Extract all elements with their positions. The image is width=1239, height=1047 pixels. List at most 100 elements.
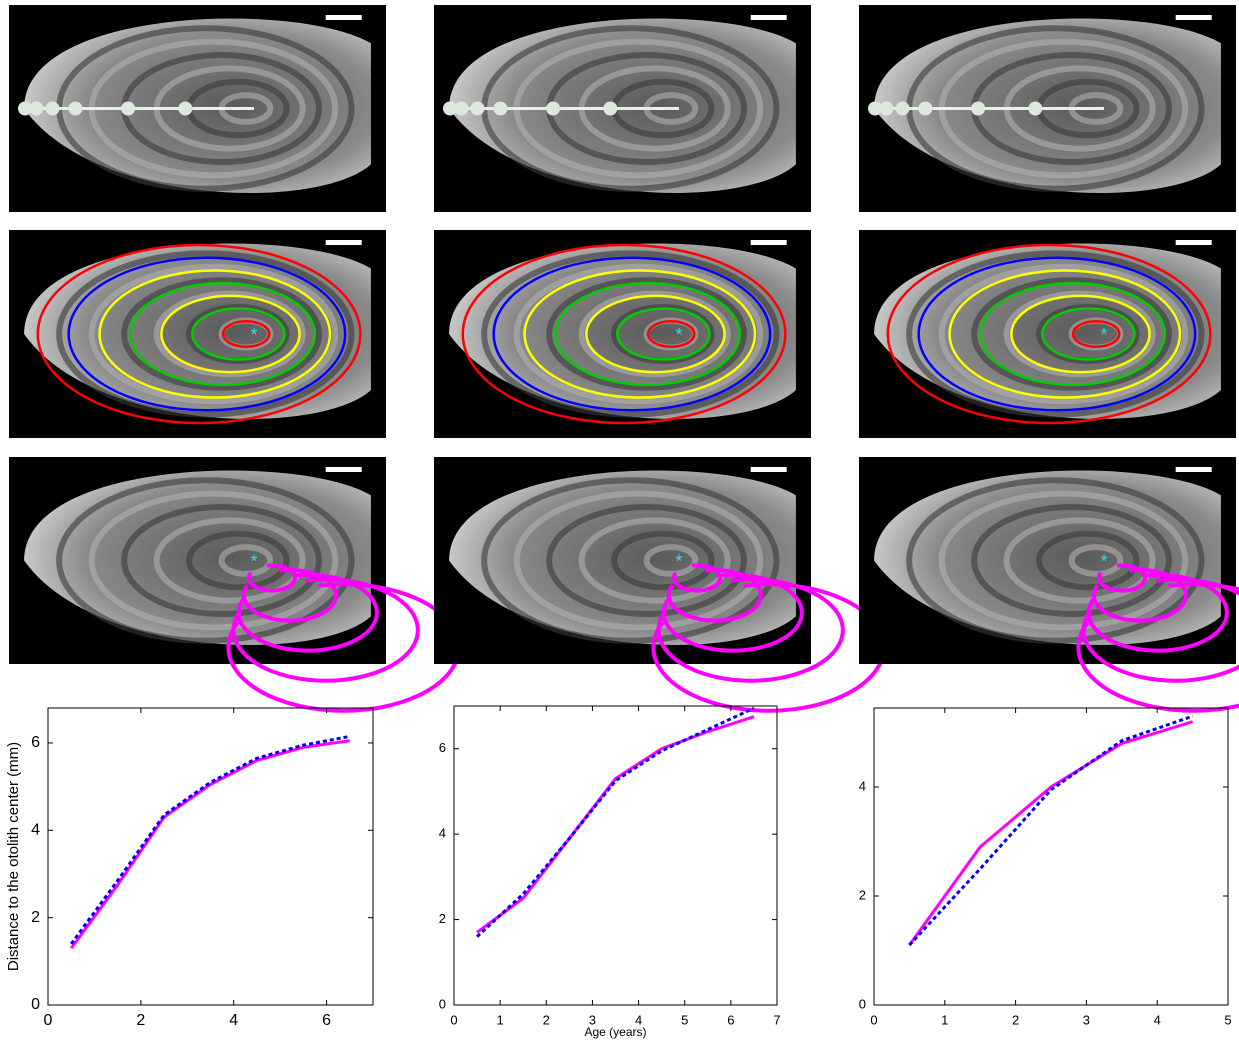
y-tick-label: 0 xyxy=(859,996,866,1011)
y-tick-label: 0 xyxy=(31,996,40,1013)
center-marker: * xyxy=(1101,551,1108,571)
transect-point xyxy=(879,101,894,116)
transect-point xyxy=(868,101,882,116)
series-line xyxy=(908,714,1194,947)
transect-point xyxy=(121,101,136,116)
x-tick-label: 4 xyxy=(635,1012,642,1027)
transect-point xyxy=(918,101,933,116)
transect-point xyxy=(603,101,618,116)
series-line xyxy=(908,720,1194,946)
growth-ring xyxy=(1003,517,1156,604)
ring-contour xyxy=(585,294,726,374)
growth-ring xyxy=(1068,544,1124,577)
chart: 0 2 4 6 0 2 4 6 Distance to the otolith center (… xyxy=(5,707,374,1029)
ring-contour xyxy=(1010,294,1151,374)
growth-ring xyxy=(971,503,1173,618)
x-tick-label: 3 xyxy=(1083,1012,1090,1027)
ring-contour xyxy=(651,582,886,713)
ring-contour xyxy=(246,563,297,593)
y-tick-label: 6 xyxy=(439,740,446,755)
growth-ring xyxy=(513,490,764,631)
x-tick-label: 6 xyxy=(727,1012,734,1027)
chart: 0 1 2 3 4 5 6 7 0 2 4 6 Age (years) xyxy=(439,705,781,1039)
growth-ring xyxy=(88,490,339,631)
transect-point xyxy=(45,101,60,116)
x-tick-label: 2 xyxy=(1012,1012,1019,1027)
growth-ring xyxy=(1036,530,1140,591)
growth-ring xyxy=(578,290,731,378)
transect-point xyxy=(971,101,986,116)
y-tick-label: 4 xyxy=(859,778,866,793)
x-tick-label: 2 xyxy=(136,1012,145,1029)
growth-ring xyxy=(906,250,1205,418)
growth-ring xyxy=(56,250,355,418)
series-line xyxy=(70,734,351,945)
ring-contour xyxy=(523,269,757,399)
growth-ring xyxy=(578,517,731,604)
ring-contour xyxy=(221,320,271,348)
scale-bar xyxy=(750,240,787,245)
y-tick-label: 2 xyxy=(31,909,40,926)
y-tick-label: 2 xyxy=(859,887,866,902)
ring-contour xyxy=(98,269,332,399)
x-tick-label: 6 xyxy=(322,1012,331,1029)
ring-contour xyxy=(492,256,772,412)
growth-ring xyxy=(546,503,748,618)
center-marker: * xyxy=(251,551,258,571)
transect-point xyxy=(546,101,561,116)
growth-ring xyxy=(121,277,323,391)
y-axis-label: Distance to the otolith center (mm) xyxy=(5,742,22,971)
y-tick-label: 0 xyxy=(439,996,446,1011)
scale-bar xyxy=(1175,240,1212,245)
axes-box xyxy=(47,707,374,1006)
x-tick-label: 4 xyxy=(1154,1012,1161,1027)
otolith-panel: * xyxy=(9,230,386,438)
scale-bar xyxy=(325,240,362,245)
transect-point xyxy=(18,101,32,116)
growth-ring xyxy=(218,544,274,577)
growth-ring xyxy=(88,263,339,405)
scale-bar xyxy=(1175,15,1212,20)
ring-contour xyxy=(1041,307,1136,361)
x-tick-label: 2 xyxy=(543,1012,550,1027)
ring-contour xyxy=(979,281,1167,387)
growth-ring xyxy=(481,477,780,644)
growth-ring xyxy=(153,290,306,378)
transect-point xyxy=(443,101,457,116)
growth-ring xyxy=(546,277,748,391)
x-tick-label: 4 xyxy=(229,1012,238,1029)
growth-ring xyxy=(1003,290,1156,378)
center-marker: * xyxy=(676,325,683,345)
series-line xyxy=(70,739,350,950)
otolith-panel: * xyxy=(434,230,811,438)
scale-bar xyxy=(325,467,362,472)
ring-contour xyxy=(67,256,347,412)
axes-box xyxy=(873,707,1229,1006)
x-tick-label: 0 xyxy=(450,1012,457,1027)
y-tick-label: 6 xyxy=(31,734,40,751)
otolith-panel: * xyxy=(9,457,461,713)
x-tick-label: 3 xyxy=(589,1012,596,1027)
x-axis-label: Age (years) xyxy=(584,1025,646,1039)
growth-ring xyxy=(121,503,323,618)
x-tick-label: 1 xyxy=(941,1012,948,1027)
transect-point xyxy=(470,101,485,116)
transect-point xyxy=(68,101,83,116)
growth-ring xyxy=(481,250,780,418)
x-tick-label: 0 xyxy=(870,1012,877,1027)
chart: 0 1 2 3 4 5 0 2 4 xyxy=(859,707,1232,1027)
transect-point xyxy=(895,101,910,116)
ring-contour xyxy=(1071,319,1121,349)
x-tick-label: 1 xyxy=(497,1012,504,1027)
y-tick-label: 2 xyxy=(439,911,446,926)
growth-ring xyxy=(513,263,764,405)
ring-contour xyxy=(129,281,317,387)
otolith-panel xyxy=(9,5,386,212)
otolith-panel xyxy=(859,5,1236,212)
growth-ring xyxy=(186,530,290,591)
scale-bar xyxy=(325,15,362,20)
ring-contour xyxy=(616,307,711,361)
y-tick-label: 4 xyxy=(439,826,446,841)
